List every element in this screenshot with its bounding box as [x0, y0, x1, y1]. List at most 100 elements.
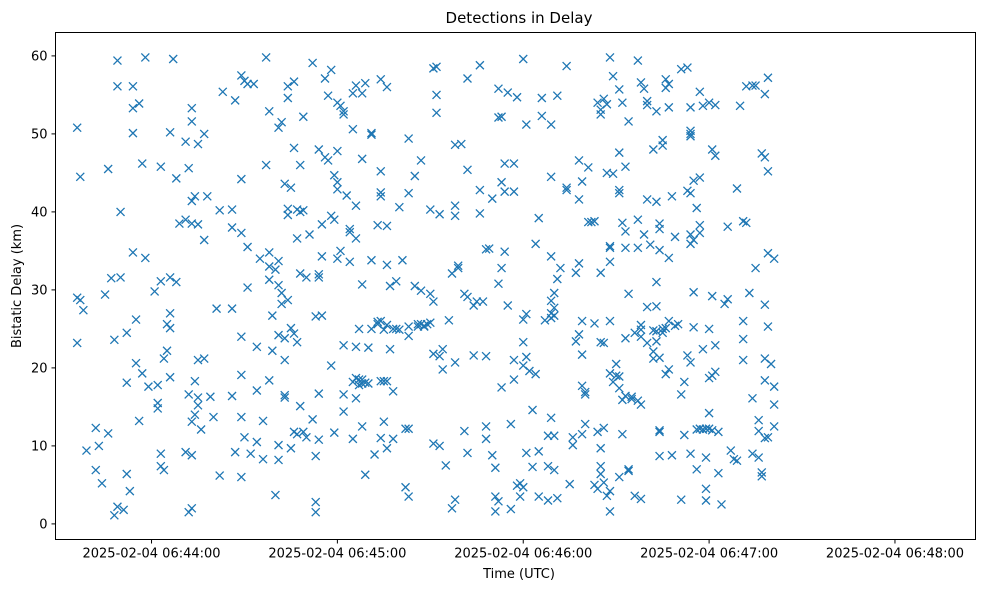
data-point — [171, 173, 181, 183]
data-point — [636, 320, 646, 330]
data-point — [757, 467, 767, 477]
data-point — [128, 248, 138, 257]
data-point — [630, 328, 640, 338]
data-point — [274, 330, 283, 340]
data-point — [599, 94, 609, 104]
data-point — [311, 497, 321, 507]
data-point — [621, 333, 630, 343]
data-point — [323, 91, 333, 101]
data-point — [748, 393, 757, 403]
data-point — [590, 216, 599, 226]
data-point — [82, 446, 91, 456]
data-point — [134, 99, 144, 108]
data-point — [311, 507, 321, 517]
data-point — [236, 412, 246, 422]
data-point — [326, 65, 336, 75]
data-point — [410, 281, 420, 291]
data-point — [339, 109, 349, 119]
x-tick-label: 2025-02-04 06:46:00 — [454, 547, 592, 562]
data-point — [630, 491, 640, 501]
data-point — [122, 378, 132, 388]
data-point — [695, 87, 705, 97]
data-point — [295, 401, 305, 411]
data-point — [717, 499, 726, 509]
data-point — [738, 334, 748, 344]
data-point — [435, 441, 445, 451]
data-point — [264, 106, 274, 116]
data-point — [332, 254, 342, 264]
data-point — [382, 221, 392, 231]
data-point — [314, 435, 324, 445]
data-point — [329, 428, 339, 438]
data-point — [314, 269, 324, 279]
data-point — [760, 89, 770, 99]
data-point — [549, 303, 559, 313]
data-point — [459, 426, 469, 436]
data-point — [658, 328, 668, 338]
data-point — [187, 503, 197, 513]
data-point — [614, 84, 624, 94]
data-point — [236, 370, 246, 380]
data-point — [385, 281, 395, 291]
data-point — [593, 427, 603, 437]
data-point — [289, 143, 299, 153]
data-point — [500, 187, 510, 197]
data-point — [636, 400, 646, 410]
data-point — [363, 379, 373, 388]
data-point — [243, 283, 253, 293]
data-point — [494, 279, 503, 289]
y-tick-label: 40 — [31, 205, 48, 220]
x-axis-label: Time (UTC) — [482, 567, 555, 582]
data-point — [435, 351, 445, 361]
data-point — [605, 257, 615, 267]
data-point — [689, 176, 699, 186]
data-point — [432, 108, 441, 118]
data-point — [397, 255, 407, 265]
data-point — [621, 162, 630, 172]
data-point — [277, 117, 287, 127]
data-point — [317, 311, 327, 321]
data-point — [481, 244, 491, 254]
data-point — [494, 84, 503, 94]
data-point — [252, 342, 262, 352]
data-point — [481, 351, 491, 361]
data-point — [274, 440, 283, 450]
data-point — [686, 449, 695, 459]
data-point — [181, 447, 191, 457]
data-point — [713, 427, 723, 437]
data-point — [351, 393, 361, 403]
data-point — [428, 439, 438, 449]
data-point — [624, 289, 634, 299]
data-markers — [72, 53, 779, 520]
data-point — [636, 77, 646, 87]
data-point — [103, 428, 113, 438]
data-point — [577, 350, 587, 360]
data-point — [227, 304, 237, 314]
data-point — [624, 464, 634, 474]
data-point — [193, 219, 203, 229]
data-point — [642, 194, 652, 204]
data-point — [323, 155, 333, 165]
data-point — [627, 392, 637, 402]
data-point — [490, 463, 500, 473]
data-point — [329, 170, 339, 180]
data-point — [605, 486, 615, 496]
data-point — [332, 177, 342, 187]
data-point — [568, 440, 578, 450]
data-point — [769, 421, 779, 431]
data-point — [518, 54, 528, 64]
data-point — [642, 302, 652, 312]
data-point — [682, 63, 692, 73]
data-point — [165, 127, 175, 137]
data-point — [351, 233, 361, 243]
data-point — [301, 272, 311, 282]
y-axis-ticks: 0 10 20 30 40 50 60 — [31, 49, 56, 532]
data-point — [475, 185, 485, 195]
data-point — [469, 350, 479, 360]
data-point — [106, 273, 116, 283]
data-point — [574, 194, 584, 204]
data-point — [249, 79, 259, 89]
data-point — [379, 376, 389, 386]
data-point — [769, 254, 779, 264]
data-point — [404, 492, 414, 502]
